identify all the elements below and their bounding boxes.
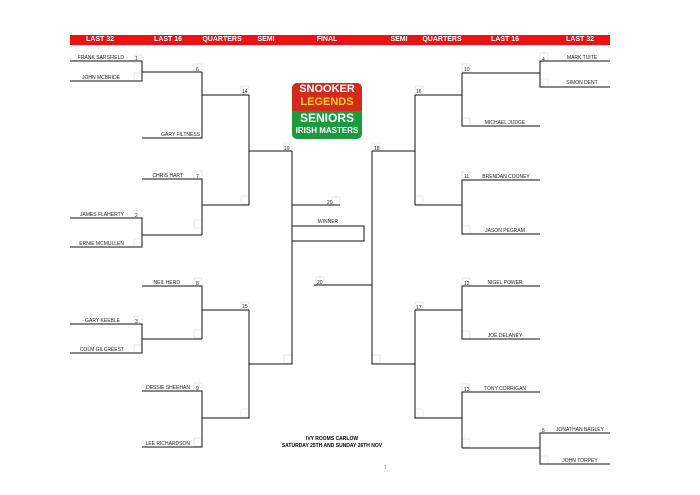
- page-number: 1: [384, 465, 387, 471]
- match-number: 16: [416, 89, 422, 95]
- match-number: 4: [542, 57, 545, 63]
- player-name: TONY CORRIGAN: [483, 386, 527, 392]
- match-number: 2: [135, 213, 138, 219]
- winner-label: WINNER: [317, 219, 339, 225]
- match-number: 5: [542, 428, 545, 434]
- player-name: BRENDAN COONEY: [482, 174, 530, 180]
- player-name: JOHN MCBRIDE: [81, 75, 120, 81]
- player-name: LEE RICHARDSON: [145, 441, 190, 447]
- player-name: JONATHAN BAGLEY: [556, 427, 604, 433]
- round-label: SEMI: [257, 36, 275, 43]
- player-name: JASON PEGRAM: [485, 228, 525, 234]
- match-number: 8: [196, 281, 199, 287]
- player-name: COLM GILCREEST: [79, 347, 124, 353]
- match-number: 3: [135, 319, 138, 325]
- match-number: 14: [242, 89, 248, 95]
- round-label: QUARTERS: [202, 36, 242, 43]
- round-header-bar: [70, 35, 610, 45]
- match-number: 17: [416, 305, 422, 311]
- round-label: FINAL: [316, 36, 338, 43]
- match-number: 12: [464, 281, 470, 287]
- round-label: LAST 16: [153, 36, 183, 43]
- round-label: LAST 32: [565, 36, 595, 43]
- player-name: GARY FILTNESS: [161, 132, 200, 138]
- player-name: MICHAEL JUDGE: [484, 120, 526, 126]
- player-name: DESSIE SHEEHAN: [146, 385, 190, 391]
- match-number: 7: [196, 174, 199, 180]
- match-number: 11: [464, 174, 470, 180]
- round-label: QUARTERS: [422, 36, 462, 43]
- final-match-number: 20: [317, 280, 323, 286]
- match-number: 15: [242, 304, 248, 310]
- player-name: GARY KEEBLE: [85, 318, 120, 324]
- player-name: MARK TUITE: [566, 55, 598, 61]
- round-label: SEMI: [390, 36, 408, 43]
- player-name: NIGEL POWER: [487, 280, 523, 286]
- match-number: 18: [374, 146, 380, 152]
- round-label: LAST 32: [85, 36, 115, 43]
- match-number: 9: [196, 386, 199, 392]
- player-name: JOHN TORPEY: [562, 458, 598, 464]
- player-name: SIMON DENT: [566, 80, 598, 86]
- player-name: FRANK SARSFIELD: [77, 55, 124, 61]
- round-label: LAST 16: [490, 36, 520, 43]
- event-dates: SATURDAY 25TH AND SUNDAY 26TH NOV: [281, 443, 383, 449]
- player-name: JOE DELANEY: [487, 333, 523, 339]
- player-name: ERNIE MCMULLEN: [79, 241, 124, 247]
- match-number: 19: [284, 146, 290, 152]
- match-number: 6: [196, 67, 199, 73]
- player-name: NEIL HERD: [153, 280, 181, 286]
- match-number: 1: [135, 56, 138, 62]
- venue-name: IVY ROOMS CARLOW: [305, 436, 359, 442]
- match-number: 13: [464, 387, 470, 393]
- match-number: 10: [464, 67, 470, 73]
- player-name: CHRIS HART: [152, 173, 183, 179]
- snooker-legends-logo: SNOOKER LEGENDS SENIORS IRISH MASTERS: [292, 83, 362, 139]
- final-match-number: 20: [327, 200, 333, 206]
- player-name: JAMES FLAHERTY: [79, 212, 124, 218]
